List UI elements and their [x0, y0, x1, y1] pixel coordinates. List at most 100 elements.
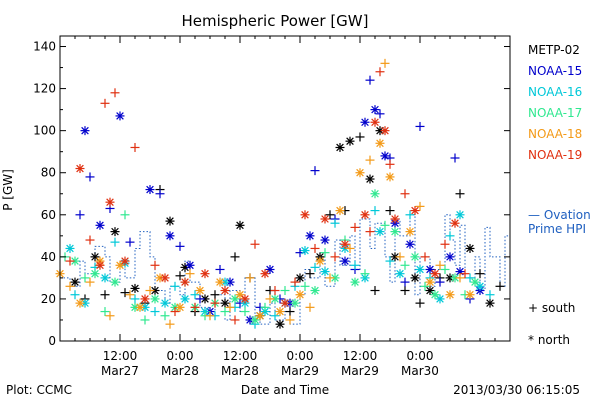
point-noaa-19: [430, 269, 440, 279]
y-axis-label: P [GW]: [1, 169, 15, 211]
point-noaa-16: [190, 290, 200, 300]
point-metp-02: [285, 307, 295, 317]
point-noaa-16: [415, 264, 425, 274]
point-noaa-16: [350, 260, 360, 270]
point-noaa-17: [160, 311, 170, 321]
point-noaa-18: [195, 286, 205, 296]
point-noaa-15: [85, 172, 95, 182]
point-noaa-15: [360, 117, 370, 127]
point-noaa-16: [130, 294, 140, 304]
point-noaa-15: [445, 252, 455, 262]
point-metp-02: [210, 290, 220, 300]
point-noaa-18: [105, 311, 115, 321]
point-noaa-16: [445, 231, 455, 241]
point-noaa-19: [420, 252, 430, 262]
ovation-prime-hpi-line: [60, 214, 511, 325]
point-noaa-19: [105, 197, 115, 207]
point-noaa-19: [170, 307, 180, 317]
point-metp-02: [495, 281, 505, 291]
point-noaa-19: [390, 214, 400, 224]
point-noaa-15: [375, 109, 385, 119]
point-noaa-15: [80, 126, 90, 136]
x-tick-date-label: Mar30: [401, 364, 439, 378]
point-noaa-19: [380, 126, 390, 136]
point-noaa-19: [210, 298, 220, 308]
point-metp-02: [475, 269, 485, 279]
point-noaa-17: [470, 277, 480, 287]
point-noaa-19: [150, 260, 160, 270]
point-noaa-15: [400, 277, 410, 287]
point-noaa-18: [145, 286, 155, 296]
point-noaa-18: [225, 302, 235, 312]
point-noaa-15: [310, 166, 320, 176]
point-noaa-19: [290, 277, 300, 287]
point-noaa-15: [435, 277, 445, 287]
y-axis-ticks: 0 20 40 60 80 100 120 140: [33, 40, 510, 348]
point-noaa-18: [455, 273, 465, 283]
legend-entry-noaa-18: NOAA-18: [528, 127, 582, 141]
point-noaa-18: [215, 277, 225, 287]
point-noaa-15: [305, 231, 315, 241]
legend-south-marker: + south: [528, 301, 575, 315]
point-noaa-19: [100, 98, 110, 108]
x-tick-date-label: Mar29: [281, 364, 319, 378]
point-noaa-18: [295, 290, 305, 300]
point-noaa-17: [150, 294, 160, 304]
point-noaa-15: [145, 185, 155, 195]
point-noaa-15: [185, 260, 195, 270]
point-metp-02: [455, 189, 465, 199]
point-noaa-18: [415, 201, 425, 211]
x-tick-date-label: Mar28: [161, 364, 199, 378]
point-noaa-18: [345, 243, 355, 253]
point-noaa-18: [75, 298, 85, 308]
point-noaa-18: [305, 302, 315, 312]
point-noaa-17: [120, 210, 130, 220]
point-noaa-19: [370, 117, 380, 127]
point-metp-02: [120, 288, 130, 298]
point-noaa-18: [355, 168, 365, 178]
point-metp-02: [175, 271, 185, 281]
point-noaa-17: [410, 252, 420, 262]
point-noaa-18: [395, 252, 405, 262]
legend-north-marker: * north: [528, 333, 570, 347]
point-noaa-15: [320, 235, 330, 245]
point-noaa-18: [245, 273, 255, 283]
x-axis-label: Date and Time: [241, 383, 329, 397]
ovation-series-line: [60, 214, 511, 325]
point-noaa-19: [120, 256, 130, 266]
point-noaa-17: [380, 220, 390, 230]
point-noaa-18: [425, 277, 435, 287]
point-metp-02: [465, 243, 475, 253]
point-noaa-19: [180, 277, 190, 287]
legend-entry-noaa-19: NOAA-19: [528, 148, 582, 162]
y-tick-label: 140: [33, 40, 56, 54]
x-axis-ticks: 12:00Mar270:00Mar2812:00Mar280:00Mar2912…: [74, 36, 496, 378]
point-noaa-15: [195, 294, 205, 304]
point-noaa-18: [325, 273, 335, 283]
point-metp-02: [275, 319, 285, 329]
point-noaa-19: [110, 88, 120, 98]
legend-entry-noaa-16: NOAA-16: [528, 85, 582, 99]
point-noaa-19: [95, 260, 105, 270]
point-noaa-19: [360, 210, 370, 220]
point-noaa-19: [440, 239, 450, 249]
point-noaa-19: [280, 298, 290, 308]
point-noaa-17: [240, 307, 250, 317]
point-noaa-17: [320, 248, 330, 258]
point-noaa-19: [270, 286, 280, 296]
point-noaa-16: [370, 206, 380, 216]
point-noaa-15: [450, 153, 460, 163]
point-noaa-15: [165, 231, 175, 241]
point-noaa-19: [365, 227, 375, 237]
y-tick-label: 20: [41, 292, 56, 306]
x-tick-date-label: Mar27: [101, 364, 139, 378]
point-noaa-17: [220, 307, 230, 317]
ovation-legend-line1: — Ovation: [528, 208, 591, 222]
point-noaa-15: [95, 220, 105, 230]
point-metp-02: [165, 216, 175, 226]
point-metp-02: [305, 269, 315, 279]
point-noaa-19: [320, 214, 330, 224]
point-noaa-18: [185, 269, 195, 279]
point-noaa-18: [175, 302, 185, 312]
point-metp-02: [370, 286, 380, 296]
